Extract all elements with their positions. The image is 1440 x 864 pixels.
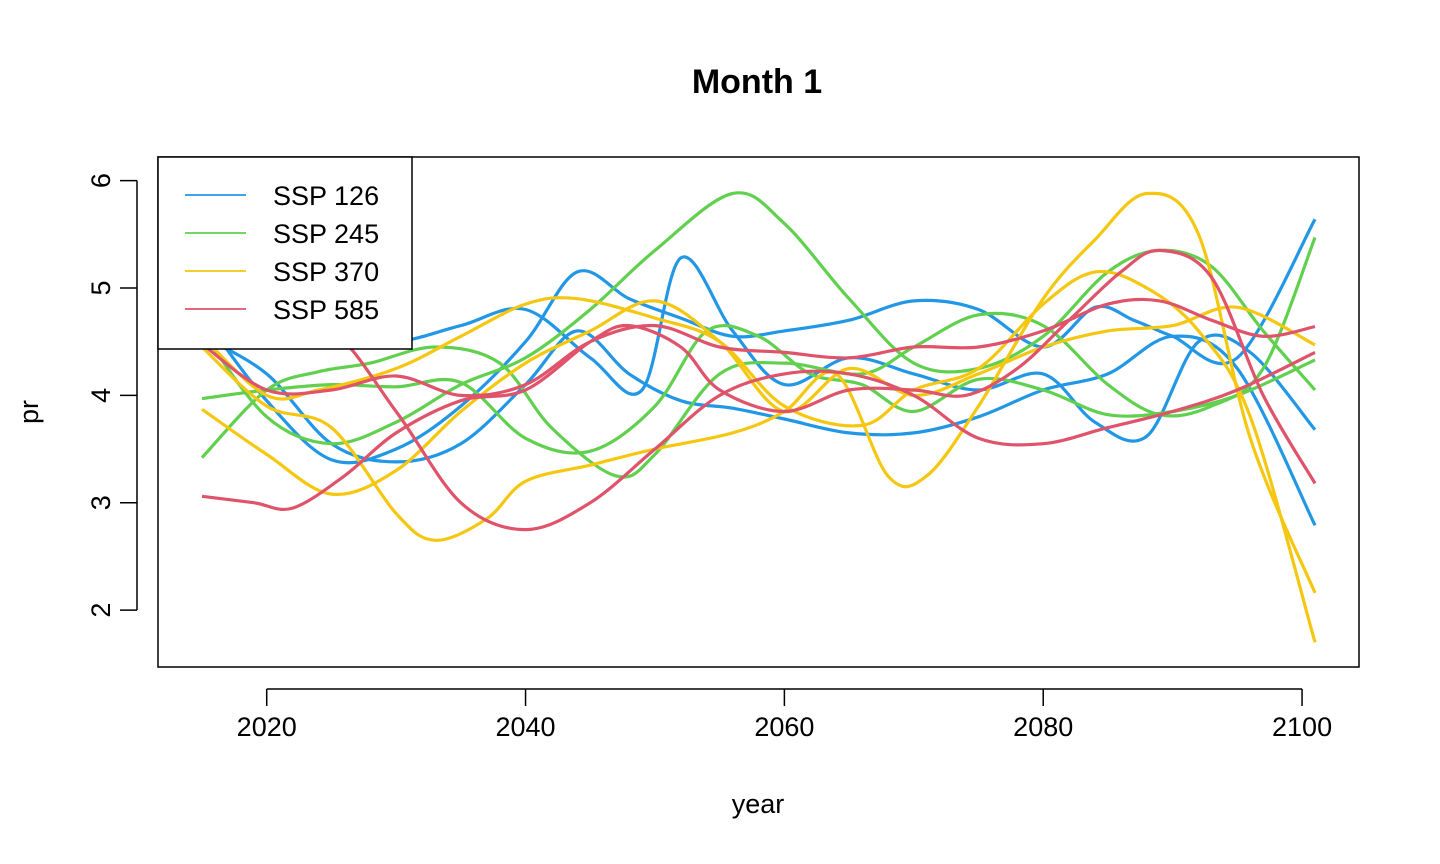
series-line-ssp-585-3 [201, 324, 1316, 532]
series-line-ssp-370-2 [200, 191, 1317, 594]
legend: SSP 126 SSP 245 SSP 370 SSP 585 [157, 156, 413, 350]
legend-label-4: SSP 585 [273, 295, 379, 325]
chart-title: Month 1 [692, 63, 822, 101]
y-tick-label-3: 3 [86, 495, 116, 510]
series-line-ssp-126-3 [201, 329, 1317, 527]
x-tick-label-2100: 2100 [1272, 712, 1332, 742]
series-line-ssp-245-3 [201, 324, 1316, 455]
legend-label-1: SSP 126 [273, 181, 379, 211]
y-axis: 2 3 4 5 6 [86, 173, 138, 618]
series-line-ssp-585-2 [201, 248, 1317, 512]
x-axis: 2020 2040 2060 2080 2100 [237, 688, 1332, 742]
y-tick-label-5: 5 [86, 280, 116, 295]
series-line-ssp-370-1 [200, 269, 1317, 643]
x-tick-label-2040: 2040 [496, 712, 556, 742]
x-tick-label-2060: 2060 [754, 712, 814, 742]
y-tick-label-4: 4 [86, 388, 116, 403]
legend-box [157, 156, 413, 350]
legend-label-2: SSP 245 [273, 219, 379, 249]
series-line-ssp-370-3 [201, 299, 1316, 497]
plot-frame [157, 156, 1360, 668]
y-axis-label: pr [14, 400, 44, 424]
legend-label-3: SSP 370 [273, 257, 379, 287]
y-tick-label-6: 6 [86, 173, 116, 188]
y-tick-label-2: 2 [86, 603, 116, 618]
series-line-ssp-585-1 [201, 297, 1316, 398]
x-axis-label: year [732, 789, 785, 819]
series-layer [200, 191, 1317, 643]
x-tick-label-2080: 2080 [1013, 712, 1073, 742]
x-tick-label-2020: 2020 [237, 712, 297, 742]
